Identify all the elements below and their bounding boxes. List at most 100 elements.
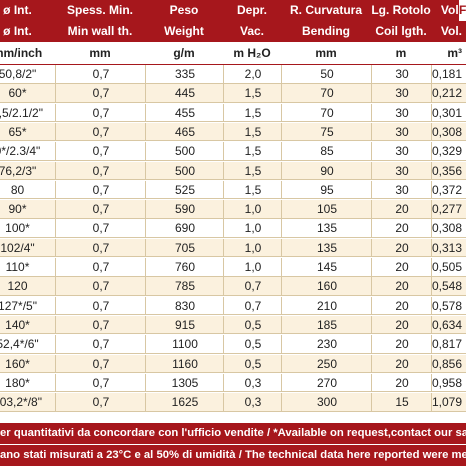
cell-weight: 525 — [145, 180, 224, 199]
header-row-it: ø Int. Spess. Min. Peso Depr. R. Curvatu… — [0, 0, 462, 21]
cell-bending: 105 — [281, 200, 372, 219]
footer-technical-note: ano stati misurati a 23°C e al 50% di um… — [0, 445, 466, 466]
header-volume: Vol. — [440, 3, 462, 17]
cell-coil-length: 20 — [371, 258, 432, 276]
cell-vacuum: 1,5 — [223, 180, 282, 199]
table-row: 140* 0,7 915 0,5 185 20 0,634 — [0, 315, 466, 335]
cell-coil-length: 20 — [371, 335, 432, 354]
cell-wall-thickness: 0,7 — [55, 393, 146, 412]
cell-coil-length: 20 — [371, 354, 432, 373]
cell-vacuum: 1,0 — [223, 219, 282, 238]
cell-bending: 85 — [281, 142, 372, 161]
cell-volume: 0,181 — [431, 65, 466, 83]
cell-bending: 210 — [281, 296, 372, 315]
cell-diameter: 102/4" — [0, 240, 35, 255]
cell-weight: 500 — [145, 142, 224, 161]
cell-coil-length: 20 — [371, 296, 432, 315]
cell-bending: 70 — [281, 103, 372, 122]
cell-vacuum: 1,0 — [223, 258, 282, 276]
cell-coil-length: 30 — [371, 65, 432, 83]
cell-volume: 0,548 — [431, 277, 466, 296]
cell-bending: 135 — [281, 238, 372, 257]
cell-vacuum: 1,0 — [223, 200, 282, 219]
footer-availability-note: er quantitativi da concordare con l'uffi… — [0, 423, 466, 444]
table-row: 180* 0,7 1305 0,3 270 20 0,958 — [0, 373, 466, 393]
cell-bending: 270 — [281, 373, 372, 392]
header-coil-length: Lg. Rotolo — [371, 3, 431, 17]
cell-coil-length: 20 — [371, 238, 432, 257]
cell-volume: 0,856 — [431, 354, 466, 373]
cell-wall-thickness: 0,7 — [55, 84, 146, 103]
header-diameter-en: ø Int. — [3, 24, 32, 38]
cell-vacuum: 1,0 — [223, 238, 282, 257]
table-row: 65* 0,7 465 1,5 75 30 0,308 — [0, 122, 466, 142]
table-row: 120 0,7 785 0,7 160 20 0,548 — [0, 277, 466, 296]
cell-wall-thickness: 0,7 — [55, 258, 146, 276]
cell-volume: 0,301 — [431, 103, 466, 122]
cell-weight: 705 — [145, 238, 224, 257]
cell-vacuum: 1,5 — [223, 103, 282, 122]
header-vacuum-en: Vac. — [239, 24, 265, 38]
cell-diameter: 76,2/3" — [0, 163, 37, 178]
units-row: mm/inch mm g/m m H₂O mm m m³ — [0, 42, 466, 65]
cell-vacuum: 1,5 — [223, 122, 282, 141]
cell-coil-length: 20 — [371, 315, 432, 334]
cell-weight: 590 — [145, 200, 224, 219]
cell-diameter: 203,2*/8" — [0, 395, 42, 410]
header-extra-column: F — [459, 0, 466, 21]
cell-wall-thickness: 0,7 — [55, 161, 146, 180]
header-vacuum: Depr. — [236, 3, 267, 17]
cell-wall-thickness: 0,7 — [55, 335, 146, 354]
header-coil-length-en: Coil lgth. — [375, 24, 427, 38]
cell-diameter: 110* — [5, 260, 30, 274]
cell-bending: 95 — [281, 180, 372, 199]
unit-coil-length: m — [395, 46, 407, 60]
cell-volume: 0,817 — [431, 335, 466, 354]
header-extra-label: F — [459, 3, 466, 17]
table-row: 127*/5" 0,7 830 0,7 210 20 0,578 — [0, 296, 466, 316]
cell-diameter: 127*/5" — [0, 298, 37, 313]
cell-diameter: 50,8/2" — [0, 67, 37, 81]
cell-bending: 75 — [281, 122, 372, 141]
cell-coil-length: 20 — [371, 219, 432, 238]
cell-diameter: 52,4*/6" — [0, 337, 39, 352]
cell-bending: 185 — [281, 315, 372, 334]
table-row: 80 0,7 525 1,5 95 30 0,372 — [0, 180, 466, 200]
cell-weight: 1305 — [145, 373, 224, 392]
cell-wall-thickness: 0,7 — [55, 238, 146, 257]
cell-bending: 135 — [281, 219, 372, 238]
table-row: 52,4*/6" 0,7 1100 0,5 230 20 0,817 — [0, 335, 466, 354]
cell-weight: 690 — [145, 219, 224, 238]
cell-vacuum: 1,5 — [223, 84, 282, 103]
cell-diameter: 60* — [8, 86, 27, 101]
cell-bending: 250 — [281, 354, 372, 373]
table-row: 50,8/2" 0,7 335 2,0 50 30 0,181 — [0, 65, 466, 84]
cell-bending: 50 — [281, 65, 372, 83]
cell-diameter: 90* — [8, 202, 27, 217]
cell-wall-thickness: 0,7 — [55, 200, 146, 219]
cell-diameter: 120 — [7, 279, 28, 294]
cell-coil-length: 30 — [371, 161, 432, 180]
cell-coil-length: 30 — [371, 103, 432, 122]
unit-vacuum: m H₂O — [233, 46, 271, 60]
cell-volume: 0,308 — [431, 219, 466, 238]
cell-diameter: 0*/2.3/4" — [0, 144, 41, 159]
cell-vacuum: 2,0 — [223, 65, 282, 83]
unit-volume: m³ — [447, 46, 462, 60]
header-weight-en: Weight — [164, 24, 204, 38]
cell-vacuum: 1,5 — [223, 161, 282, 180]
table-row: 90* 0,7 590 1,0 105 20 0,277 — [0, 200, 466, 219]
cell-weight: 500 — [145, 161, 224, 180]
cell-wall-thickness: 0,7 — [55, 142, 146, 161]
cell-vacuum: 0,5 — [223, 335, 282, 354]
cell-weight: 445 — [145, 84, 224, 103]
cell-coil-length: 20 — [371, 373, 432, 392]
cell-vacuum: 0,3 — [223, 393, 282, 412]
cell-wall-thickness: 0,7 — [55, 122, 146, 141]
cell-bending: 90 — [281, 161, 372, 180]
cell-weight: 465 — [145, 122, 224, 141]
cell-volume: 0,372 — [431, 180, 466, 199]
cell-volume: 0,212 — [431, 84, 466, 103]
